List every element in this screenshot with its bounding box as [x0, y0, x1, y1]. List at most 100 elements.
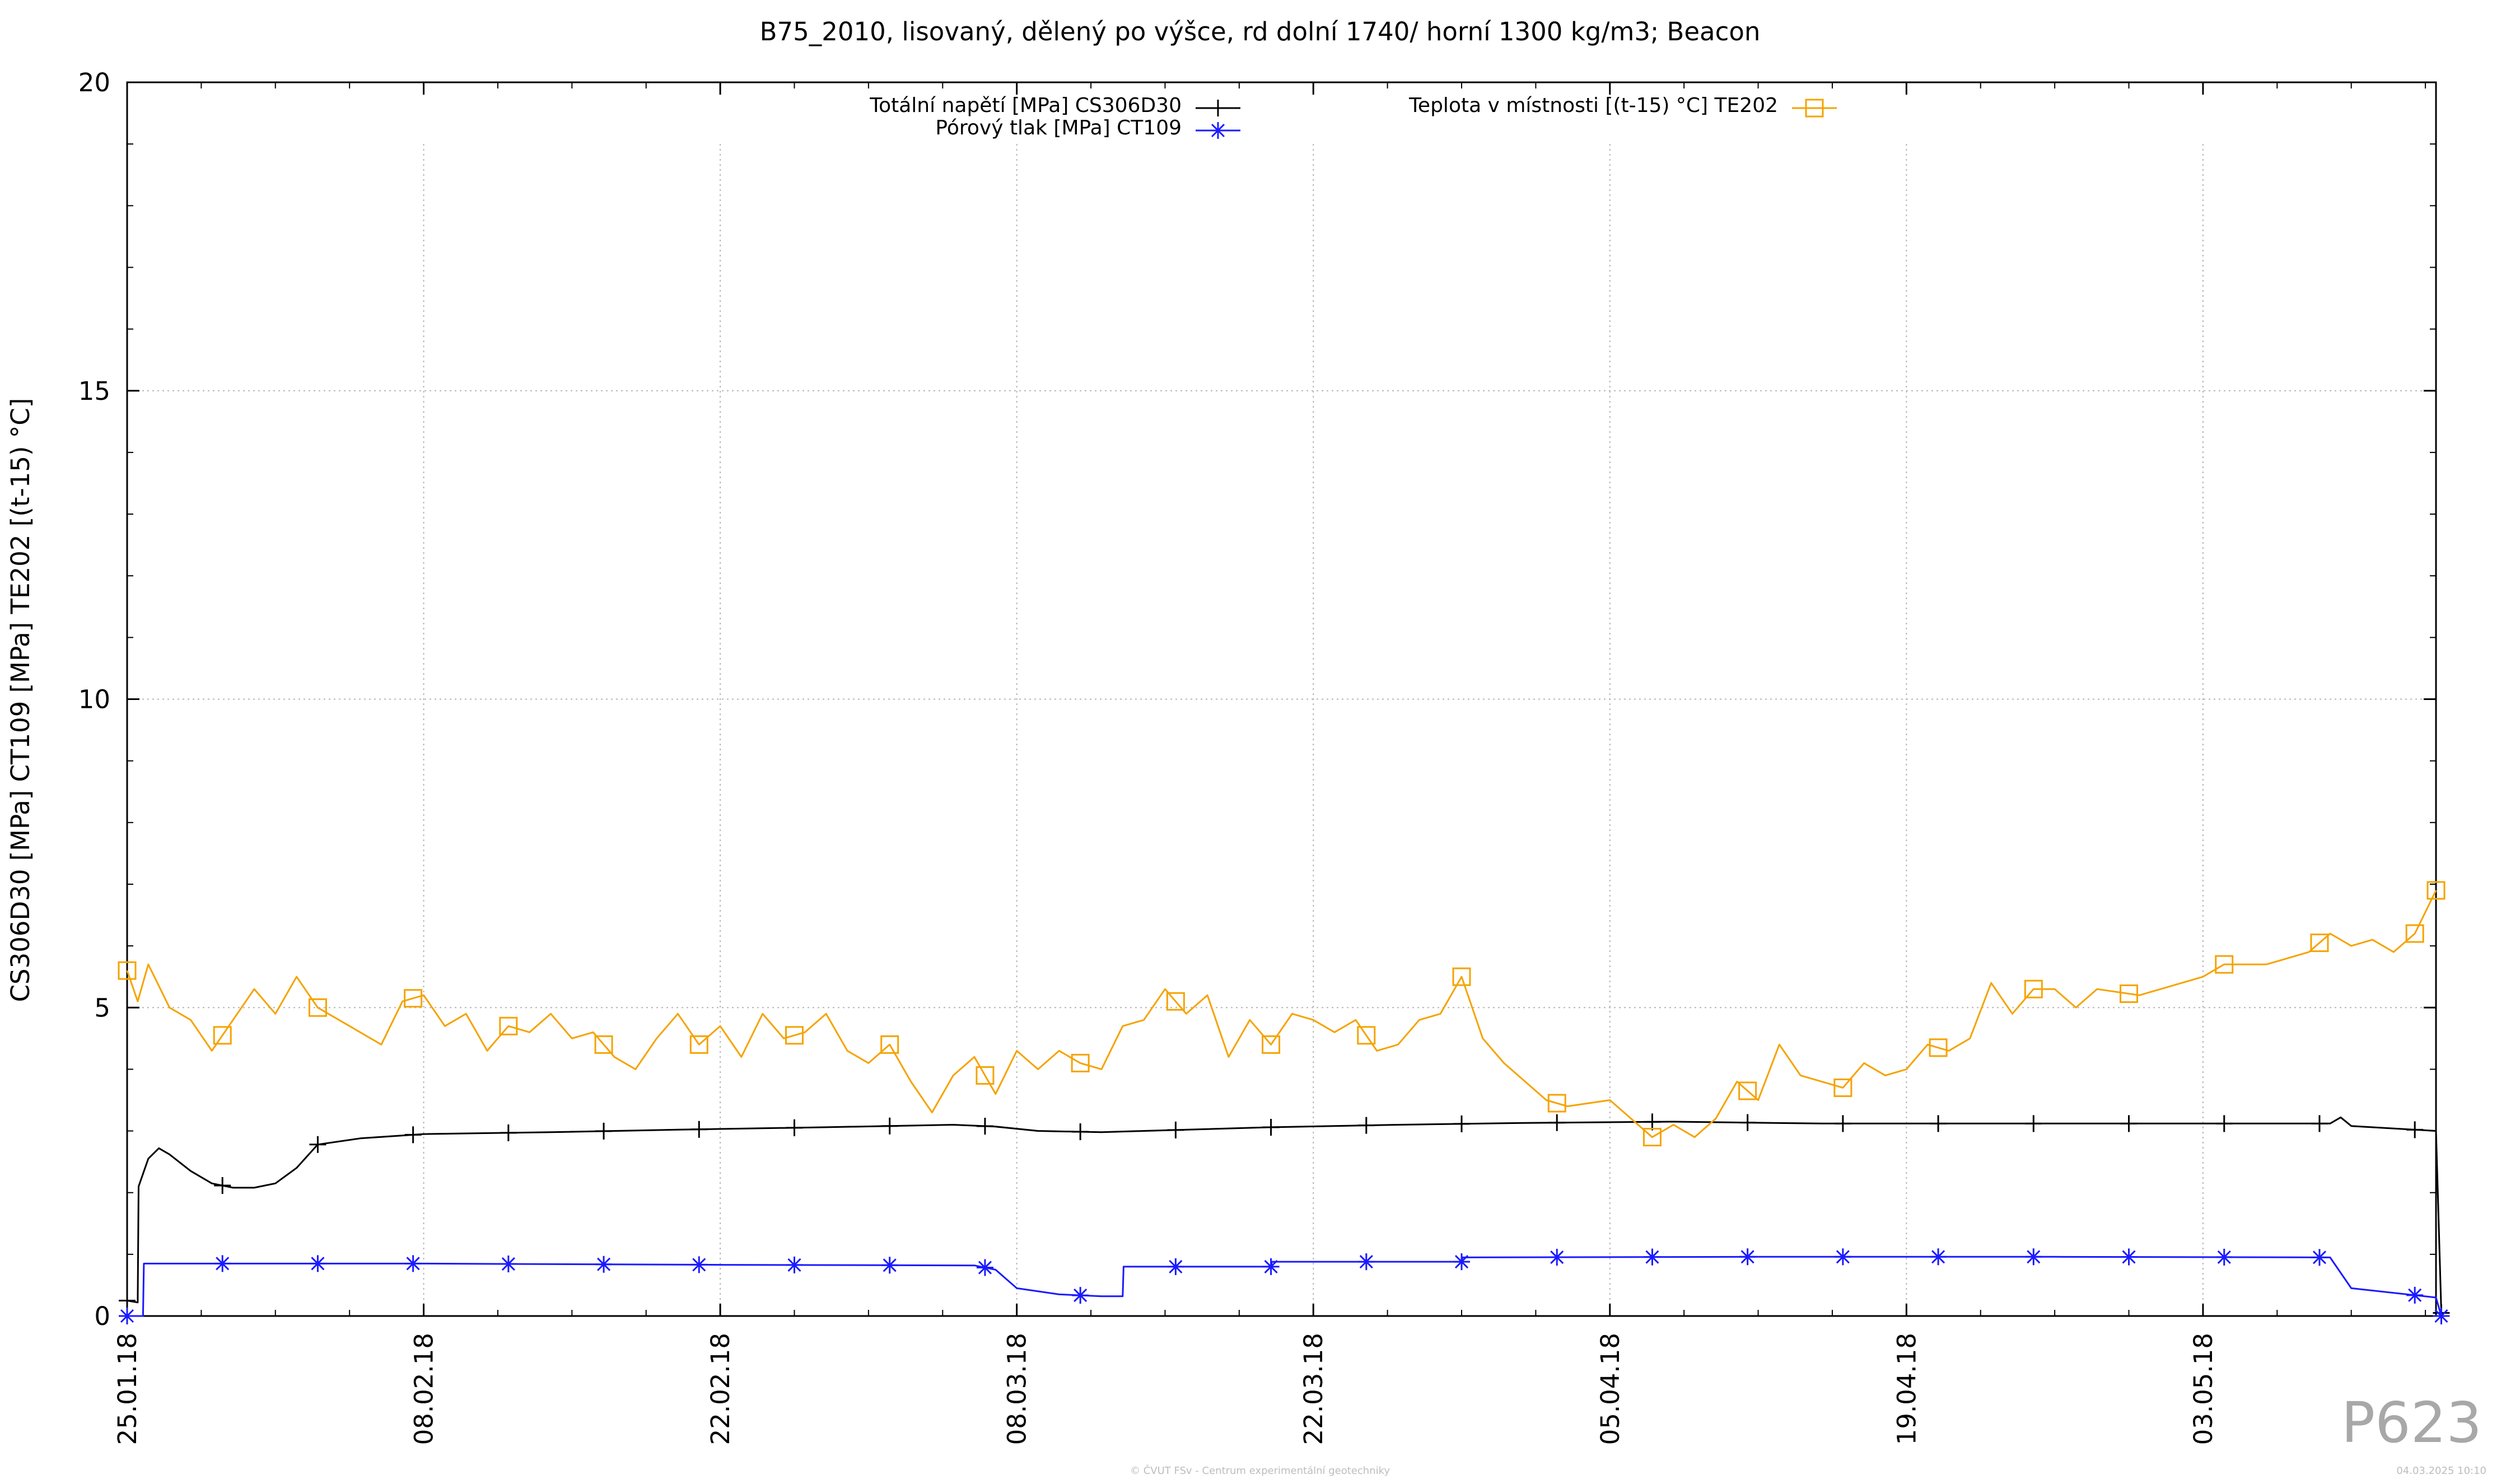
data-point-marker: [1262, 1118, 1280, 1136]
footer-credit: © ČVUT FSv - Centrum experimentální geot…: [1130, 1464, 1390, 1477]
data-point-marker: [119, 1308, 136, 1324]
data-point-marker: [881, 1117, 898, 1135]
series-1: [119, 1248, 2450, 1324]
data-point-marker: [1453, 1253, 1471, 1271]
series-layer: [118, 881, 2450, 1324]
data-point-marker: [1833, 1078, 1852, 1097]
data-point-marker: [404, 1126, 422, 1144]
footer-timestamp: 04.03.2025 10:10: [2396, 1465, 2486, 1477]
data-point-marker: [595, 1256, 613, 1273]
data-point-marker: [2215, 955, 2234, 974]
data-point-marker: [594, 1035, 613, 1054]
data-point-marker: [689, 1035, 708, 1054]
data-point-marker: [213, 1026, 232, 1045]
data-point-marker: [404, 1255, 422, 1272]
data-point-marker: [785, 1026, 804, 1045]
x-axis: 25.01.18 08.02.18 22.02.18 08.03.18 22.03.18…: [113, 82, 2426, 1445]
legend-marker: [1210, 100, 1226, 116]
data-point-marker: [2025, 1115, 2042, 1132]
data-point-marker: [309, 1255, 326, 1272]
x-tick-label: 25.01.18: [113, 1333, 142, 1445]
data-point-marker: [2215, 1115, 2233, 1132]
data-point-marker: [1929, 1038, 1948, 1057]
data-point-marker: [1453, 1115, 1471, 1132]
data-point-marker: [2406, 1286, 2424, 1304]
data-point-marker: [309, 1136, 326, 1153]
data-point-marker: [2120, 984, 2139, 1003]
y-tick-label: 10: [78, 685, 110, 715]
data-point-marker: [1548, 1114, 1566, 1131]
y-tick-label: 15: [78, 376, 110, 406]
data-point-marker: [1930, 1248, 1947, 1266]
data-point-marker: [1834, 1248, 1851, 1266]
data-point-marker: [1739, 1248, 1756, 1266]
data-point-marker: [2120, 1248, 2138, 1266]
data-point-marker: [2433, 1308, 2450, 1324]
data-point-marker: [500, 1124, 517, 1141]
legend-marker: [1805, 99, 1824, 118]
data-point-marker: [1834, 1115, 1851, 1132]
data-point-marker: [214, 1177, 231, 1194]
data-point-marker: [308, 998, 327, 1017]
chart-title: B75_2010, lisovaný, dělený po výšce, rd …: [760, 17, 1761, 46]
grid-lines: [127, 144, 2436, 1316]
data-point-marker: [880, 1035, 899, 1054]
data-point-marker: [1167, 1121, 1184, 1138]
legend-label: Totální napětí [MPa] CS306D30: [869, 94, 1182, 117]
data-point-marker: [1071, 1053, 1090, 1072]
data-point-marker: [1547, 1094, 1566, 1113]
data-point-marker: [1930, 1115, 1947, 1132]
data-point-marker: [1644, 1113, 1661, 1131]
data-point-marker: [1167, 1258, 1184, 1275]
data-point-marker: [2405, 924, 2424, 943]
data-point-marker: [976, 1118, 993, 1135]
x-tick-label: 08.03.18: [1002, 1333, 1032, 1445]
series-2: [118, 881, 2446, 1147]
data-point-marker: [1548, 1249, 1566, 1266]
data-point-marker: [1262, 1258, 1280, 1275]
data-point-marker: [786, 1256, 803, 1273]
data-point-marker: [690, 1256, 708, 1273]
data-point-marker: [499, 1016, 518, 1035]
data-point-marker: [1738, 1081, 1757, 1100]
data-point-marker: [976, 1066, 995, 1085]
data-point-marker: [1644, 1248, 1661, 1266]
data-point-marker: [2215, 1248, 2233, 1266]
data-point-marker: [1262, 1035, 1281, 1054]
data-point-marker: [1072, 1287, 1089, 1304]
series-line: [127, 1256, 2442, 1317]
y-tick-label: 5: [94, 993, 110, 1023]
data-point-marker: [786, 1119, 803, 1136]
data-point-marker: [2406, 1121, 2424, 1138]
data-point-marker: [2025, 1248, 2042, 1266]
x-tick-label: 22.02.18: [706, 1333, 735, 1445]
x-tick-label: 05.04.18: [1595, 1333, 1625, 1445]
data-point-marker: [881, 1257, 898, 1274]
data-point-marker: [1357, 1026, 1376, 1045]
y-axis: 0 5 10 15 20: [78, 68, 2436, 1331]
x-tick-label: 22.03.18: [1299, 1333, 1328, 1445]
data-point-marker: [2120, 1115, 2138, 1132]
data-point-marker: [119, 1292, 136, 1309]
data-point-marker: [118, 961, 137, 980]
data-point-marker: [595, 1122, 613, 1140]
x-tick-label: 08.02.18: [409, 1333, 439, 1445]
watermark-label: P623: [2341, 1390, 2482, 1455]
data-point-marker: [2024, 979, 2043, 998]
data-point-marker: [2311, 1115, 2328, 1132]
data-point-marker: [690, 1121, 708, 1138]
legend-label: Teplota v místnosti [(t-15) °C] TE202: [1408, 94, 1778, 117]
legend-label: Pórový tlak [MPa] CT109: [935, 116, 1182, 139]
data-point-marker: [404, 989, 423, 1008]
data-point-marker: [1072, 1123, 1089, 1141]
x-tick-label: 03.05.18: [2188, 1333, 2218, 1445]
data-point-marker: [976, 1259, 993, 1276]
data-point-marker: [500, 1256, 517, 1272]
data-point-marker: [2311, 1249, 2328, 1266]
data-point-marker: [214, 1255, 231, 1272]
legend-marker: [1210, 122, 1226, 139]
y-tick-label: 20: [78, 68, 110, 97]
x-tick-label: 19.04.18: [1892, 1333, 1921, 1445]
